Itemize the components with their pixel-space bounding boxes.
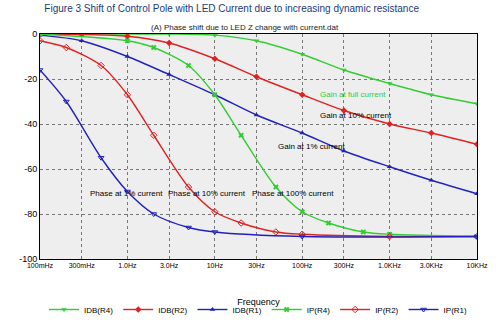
svg-text:IP(R2): IP(R2) bbox=[375, 306, 398, 315]
svg-text:Phase at 1% current: Phase at 1% current bbox=[90, 189, 163, 198]
svg-text:IDB(R4): IDB(R4) bbox=[84, 306, 113, 315]
svg-text:IP(R1): IP(R1) bbox=[444, 306, 467, 315]
svg-text:IDB(R2): IDB(R2) bbox=[158, 306, 187, 315]
svg-text:0: 0 bbox=[32, 29, 37, 39]
svg-text:-60: -60 bbox=[24, 164, 37, 174]
svg-text:Gain at 10% current: Gain at 10% current bbox=[320, 111, 392, 120]
svg-text:100mHz: 100mHz bbox=[27, 262, 54, 269]
svg-text:IP(R4): IP(R4) bbox=[307, 306, 330, 315]
svg-text:3.0Hz: 3.0Hz bbox=[160, 262, 179, 269]
svg-text:Figure 3 Shift of Control Pole: Figure 3 Shift of Control Pole with LED … bbox=[44, 3, 419, 14]
svg-text:30Hz: 30Hz bbox=[248, 262, 265, 269]
svg-text:1.0Hz: 1.0Hz bbox=[118, 262, 137, 269]
svg-text:Phase at 100% current: Phase at 100% current bbox=[252, 189, 334, 198]
svg-text:10Hz: 10Hz bbox=[207, 262, 224, 269]
svg-text:(A) Phase shift due to LED Z c: (A) Phase shift due to LED Z change with… bbox=[151, 23, 339, 32]
svg-text:3.0KHz: 3.0KHz bbox=[420, 262, 443, 269]
svg-text:-40: -40 bbox=[24, 119, 37, 129]
svg-text:IDB(R1): IDB(R1) bbox=[232, 306, 261, 315]
svg-text:300mHz: 300mHz bbox=[69, 262, 96, 269]
svg-text:Gain at 1% current: Gain at 1% current bbox=[278, 142, 345, 151]
svg-text:-100: -100 bbox=[19, 254, 37, 264]
svg-text:1.0KHz: 1.0KHz bbox=[378, 262, 401, 269]
svg-text:10KHz: 10KHz bbox=[466, 262, 488, 269]
svg-text:Gain at full current: Gain at full current bbox=[320, 90, 386, 99]
svg-text:300Hz: 300Hz bbox=[334, 262, 355, 269]
svg-text:Phase at 10% current: Phase at 10% current bbox=[168, 189, 246, 198]
svg-text:-20: -20 bbox=[24, 74, 37, 84]
svg-text:-80: -80 bbox=[24, 209, 37, 219]
svg-text:100Hz: 100Hz bbox=[292, 262, 313, 269]
svg-text:Frequency: Frequency bbox=[237, 297, 280, 307]
